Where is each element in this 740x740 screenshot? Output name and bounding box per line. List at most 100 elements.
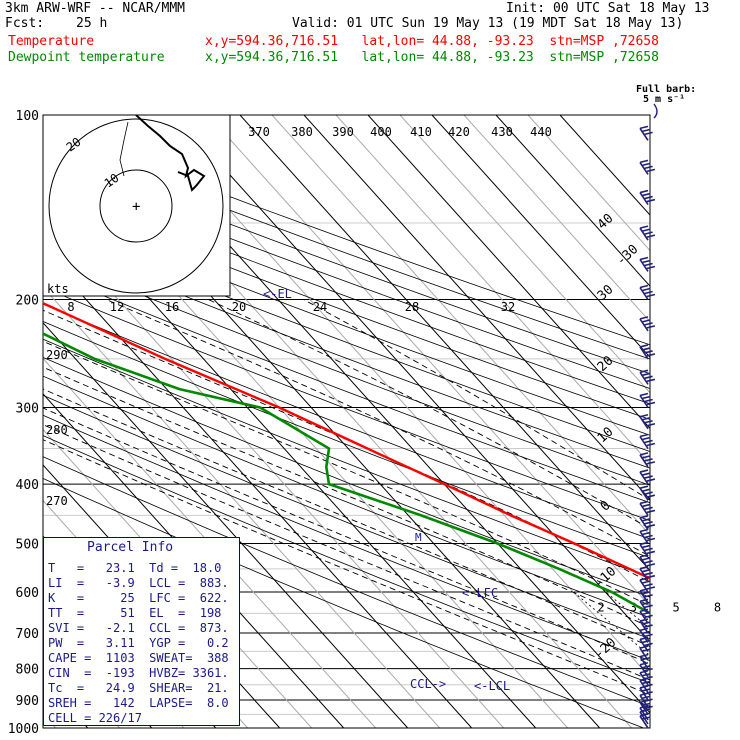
barb-note-title: Full barb: (636, 84, 697, 95)
barb-note-units: 5 m s⁻¹ (643, 94, 686, 105)
parcel-row-sreh: SREH = 142 LAPSE= 8.0 (48, 696, 229, 710)
dry-adiabat-line (43, 208, 650, 436)
model-title: 3km ARW-WRF -- NCAR/MMM (5, 1, 186, 16)
wind-barb-flag (646, 509, 656, 514)
wind-barb-flag (642, 347, 651, 351)
wind-barb-flag (639, 645, 649, 649)
wind-barb-flag (644, 262, 653, 267)
wind-barb-flag (642, 708, 651, 712)
theta-top-label: 390 (332, 125, 354, 139)
isotherm-line (239, 115, 650, 572)
wind-barb (639, 618, 653, 634)
wind-barb-staff (639, 487, 649, 501)
dry-adiabat-line (43, 151, 650, 375)
wind-barb-flag (642, 503, 651, 508)
wind-barb-flag (644, 594, 653, 598)
wind-barb-staff (639, 471, 649, 485)
isotherm-line (43, 322, 409, 728)
wind-barb-flag (639, 608, 649, 613)
theta-top-label: 410 (410, 125, 432, 139)
wind-barb-flag (646, 234, 656, 238)
parcel-row-cape: CAPE = 1103 SWEAT= 388 (48, 651, 229, 665)
wind-barb-staff (639, 711, 649, 725)
wind-barb-staff (639, 127, 649, 141)
parcel-row-pw: PW = 3.11 YGP = 0.2 (48, 636, 229, 650)
pressure-tick-label: 1000 (8, 722, 39, 737)
wind-barb-flag (642, 488, 651, 492)
wind-barb-staff (639, 590, 649, 604)
wind-barb (639, 636, 653, 652)
wind-barb-staff (639, 346, 649, 360)
wind-barb-flag (642, 601, 651, 606)
hodograph-speed-tick: 8 (67, 300, 74, 314)
wind-barb-flag (644, 560, 653, 564)
moist-adiabat-line (43, 424, 650, 681)
init-time: Init: 00 UTC Sat 18 May 13 (506, 1, 710, 16)
wind-barb-flag (644, 195, 653, 200)
wind-barb-flag (639, 627, 649, 632)
wind-barb-flag (642, 319, 651, 323)
dry-adiabat-line (43, 414, 650, 662)
wind-barb (639, 344, 656, 360)
moist-adiabat-line (208, 299, 650, 530)
wind-barb-staff (639, 192, 649, 206)
wind-barb-flag (644, 131, 653, 136)
wind-barb-flag (644, 668, 653, 672)
dry-adiabat-line (43, 321, 650, 559)
dry-adiabat-line (43, 223, 650, 452)
wind-barb-staff (639, 556, 649, 570)
wind-barb-flag (642, 228, 651, 232)
forecast-label: Fcst: (5, 16, 45, 31)
wind-barb-flag (642, 287, 651, 292)
moist-adiabat-line (43, 388, 650, 648)
wind-barb-flag (644, 458, 653, 462)
wind-barb (639, 627, 653, 643)
wind-barb-flag (644, 521, 653, 525)
hodograph-plus: + (132, 199, 140, 215)
hodograph-ring-20 (48, 118, 224, 294)
lcl-label: <-LCL (474, 679, 510, 693)
wind-barb (639, 225, 656, 241)
wind-barb-staff (639, 707, 649, 721)
parcel-row-svi: SVI = -2.1 CCL = 873. (48, 621, 229, 635)
wind-barb-flag (642, 372, 651, 377)
parcel-row-cell: CELL = 226/17 (48, 711, 142, 725)
wind-barb-flag (639, 284, 649, 289)
dewpoint-profile-line (43, 332, 650, 615)
wind-barb (639, 392, 656, 408)
hodograph-trace (135, 114, 206, 192)
wind-barb-staff (639, 259, 649, 272)
isotherm-line (303, 115, 650, 501)
wind-barb-flag (644, 642, 653, 647)
mixing-ratio-label: 3 (630, 600, 637, 614)
wind-barb-staff (639, 568, 649, 582)
theta-top-label: 430 (491, 125, 513, 139)
wind-barb-flag (644, 698, 653, 703)
wind-barb-flag (642, 639, 651, 644)
wind-barb-flag (644, 614, 653, 619)
wind-barb-staff (639, 638, 649, 652)
wind-barb-flag (642, 395, 651, 400)
theta-side-label: 290 (46, 348, 68, 362)
wind-barb-flag (644, 322, 653, 326)
mixing-ratio-line (647, 591, 650, 595)
wind-barb-flag (644, 633, 653, 638)
wind-barb (639, 469, 656, 485)
wind-barb-flag (644, 350, 653, 354)
wind-barb-staff (639, 687, 649, 701)
hodograph-speed-tick: 12 (110, 300, 124, 314)
wind-barb (639, 159, 656, 175)
wind-barb-flag (646, 586, 656, 590)
wind-barb-flag (642, 591, 651, 595)
dewpoint-legend: Dewpoint temperature (8, 50, 165, 65)
wind-barb-flag (642, 621, 651, 625)
pressure-tick-label: 700 (16, 627, 39, 642)
wind-barb-flag (646, 423, 656, 427)
moist-adiabat-line (43, 439, 650, 696)
dry-adiabat-line (43, 179, 650, 405)
dry-adiabat-line (43, 435, 650, 684)
wind-barb-staff (639, 517, 649, 531)
wind-barb-flag (644, 624, 653, 628)
wind-barb-staff (639, 227, 649, 241)
wind-barb-flag (644, 547, 653, 552)
